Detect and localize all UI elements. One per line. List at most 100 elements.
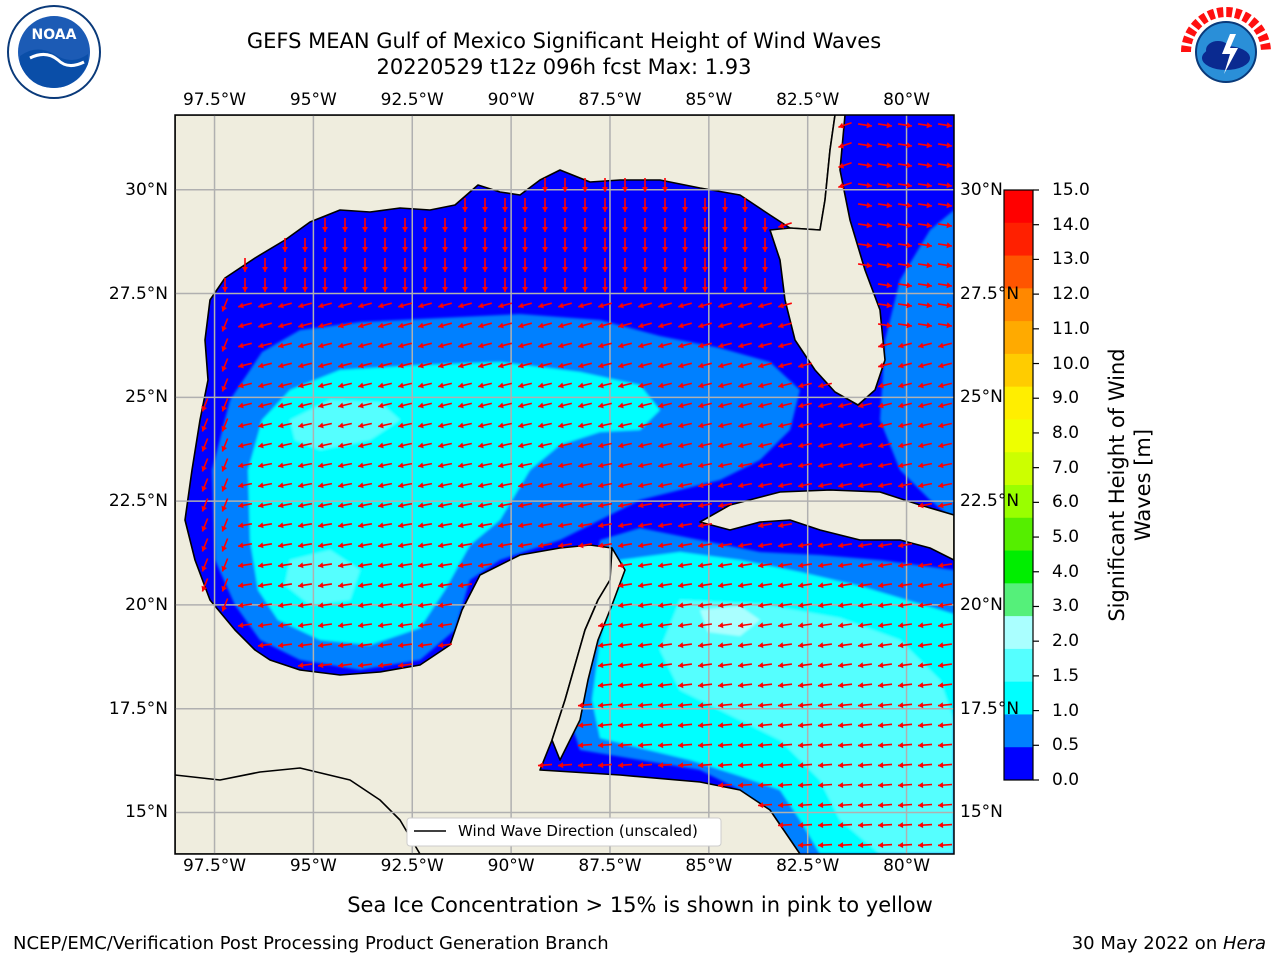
wave-direction-arrow bbox=[797, 482, 813, 489]
wave-direction-arrow bbox=[398, 422, 412, 429]
wave-direction-arrow bbox=[817, 582, 833, 589]
wave-direction-arrow bbox=[778, 222, 792, 229]
wave-direction-arrow bbox=[917, 582, 933, 589]
wave-direction-arrow bbox=[597, 502, 613, 509]
wave-direction-arrow bbox=[757, 462, 773, 469]
wave-direction-arrow bbox=[937, 282, 953, 289]
wave-direction-arrow bbox=[562, 278, 568, 292]
wave-direction-arrow bbox=[317, 642, 333, 649]
wave-direction-arrow bbox=[417, 562, 433, 569]
wave-direction-arrow bbox=[897, 182, 913, 189]
wave-direction-arrow bbox=[282, 278, 288, 292]
wave-direction-arrow bbox=[377, 322, 393, 329]
wave-direction-arrow bbox=[937, 662, 953, 669]
sea-ice-note-text: Sea Ice Concentration > 15% is shown in … bbox=[347, 893, 933, 917]
wave-direction-arrow bbox=[438, 382, 452, 389]
wave-direction-arrow bbox=[502, 218, 508, 232]
wave-direction-arrow bbox=[398, 382, 412, 389]
wave-direction-arrow bbox=[358, 422, 372, 429]
wave-direction-arrow bbox=[262, 258, 268, 272]
wave-direction-arrow bbox=[777, 702, 793, 709]
wave-direction-arrow bbox=[377, 302, 393, 309]
colorbar-tick-label: 3.0 bbox=[1052, 596, 1080, 617]
wave-direction-arrow bbox=[837, 722, 853, 729]
wave-direction-arrow bbox=[878, 442, 892, 449]
wave-direction-arrow bbox=[877, 462, 893, 469]
wave-direction-arrow bbox=[917, 622, 933, 629]
wave-direction-arrow bbox=[517, 462, 533, 469]
wave-direction-arrow bbox=[838, 442, 852, 449]
wave-direction-arrow bbox=[658, 342, 672, 349]
wave-direction-arrow bbox=[917, 282, 933, 289]
wave-direction-arrow bbox=[437, 582, 453, 589]
wave-direction-arrow bbox=[917, 182, 933, 189]
wave-direction-arrow bbox=[477, 322, 493, 329]
lon-tick-label-top: 80°W bbox=[883, 90, 931, 110]
wave-direction-arrow bbox=[617, 622, 633, 629]
footer-host: Hera bbox=[1222, 933, 1266, 954]
wave-direction-arrow bbox=[738, 342, 752, 349]
wave-direction-arrow bbox=[317, 602, 333, 609]
wave-direction-arrow bbox=[837, 762, 853, 769]
wave-direction-arrow bbox=[717, 582, 733, 589]
wave-direction-arrow bbox=[917, 322, 933, 329]
wave-direction-arrow bbox=[797, 822, 813, 829]
colorbar-tick-label: 11.0 bbox=[1052, 318, 1090, 339]
lon-tick-label-top: 97.5°W bbox=[182, 90, 247, 110]
wave-direction-arrow bbox=[242, 258, 248, 272]
wave-direction-arrow bbox=[342, 218, 348, 232]
wave-direction-arrow bbox=[478, 342, 492, 349]
wave-direction-arrow bbox=[837, 822, 853, 829]
wave-direction-arrow bbox=[758, 342, 772, 349]
wave-direction-arrow bbox=[678, 362, 692, 369]
wave-direction-arrow bbox=[718, 382, 732, 389]
wave-direction-arrow bbox=[257, 522, 273, 529]
wave-direction-arrow bbox=[597, 302, 613, 309]
wave-direction-arrow bbox=[577, 742, 593, 749]
wave-direction-arrow bbox=[722, 198, 728, 212]
lon-tick-label-top: 87.5°W bbox=[578, 90, 642, 110]
wave-direction-arrow bbox=[737, 682, 753, 689]
wave-direction-arrow bbox=[457, 462, 473, 469]
wave-direction-arrow bbox=[837, 742, 853, 749]
wave-direction-arrow bbox=[837, 682, 853, 689]
map-area bbox=[175, 115, 954, 854]
wave-direction-arrow bbox=[597, 622, 613, 629]
wave-direction-arrow bbox=[697, 522, 713, 529]
wave-direction-arrow bbox=[518, 442, 532, 449]
wave-direction-arrow bbox=[298, 402, 312, 409]
lon-tick-label-top: 82.5°W bbox=[776, 90, 840, 110]
wave-direction-arrow bbox=[702, 278, 708, 292]
wave-direction-arrow bbox=[577, 542, 593, 549]
colorbar-segment bbox=[1004, 550, 1033, 584]
wave-direction-arrow bbox=[777, 302, 793, 309]
wave-direction-arrow bbox=[322, 258, 328, 272]
wave-direction-arrow bbox=[522, 218, 528, 232]
wave-direction-arrow bbox=[338, 402, 352, 409]
wave-direction-arrow bbox=[937, 622, 953, 629]
band-2-0-caribbean bbox=[700, 606, 760, 636]
wave-direction-arrow bbox=[662, 278, 668, 292]
wave-direction-arrow bbox=[262, 278, 268, 292]
colorbar-tick-label: 1.5 bbox=[1052, 665, 1080, 686]
wave-direction-arrow bbox=[338, 342, 352, 349]
wave-direction-arrow bbox=[797, 722, 813, 729]
wave-direction-arrow bbox=[602, 218, 608, 232]
wave-direction-arrow bbox=[678, 442, 692, 449]
wave-direction-arrow bbox=[337, 562, 353, 569]
wave-direction-arrow bbox=[817, 642, 833, 649]
wave-direction-arrow bbox=[777, 462, 793, 469]
wave-direction-arrow bbox=[617, 502, 633, 509]
wave-direction-arrow bbox=[637, 622, 653, 629]
lon-tick-label-top: 92.5°W bbox=[380, 90, 444, 110]
wave-direction-arrow bbox=[897, 262, 913, 269]
wave-direction-arrow bbox=[337, 662, 353, 669]
wave-direction-arrow bbox=[697, 582, 713, 589]
wave-direction-arrow bbox=[278, 442, 292, 449]
wave-direction-arrow bbox=[397, 662, 413, 669]
wave-direction-arrow bbox=[917, 502, 933, 509]
colorbar-tick-label: 0.0 bbox=[1052, 770, 1080, 790]
wave-direction-arrow bbox=[397, 302, 413, 309]
wave-direction-arrow bbox=[878, 402, 892, 409]
wave-direction-arrow bbox=[221, 438, 229, 452]
